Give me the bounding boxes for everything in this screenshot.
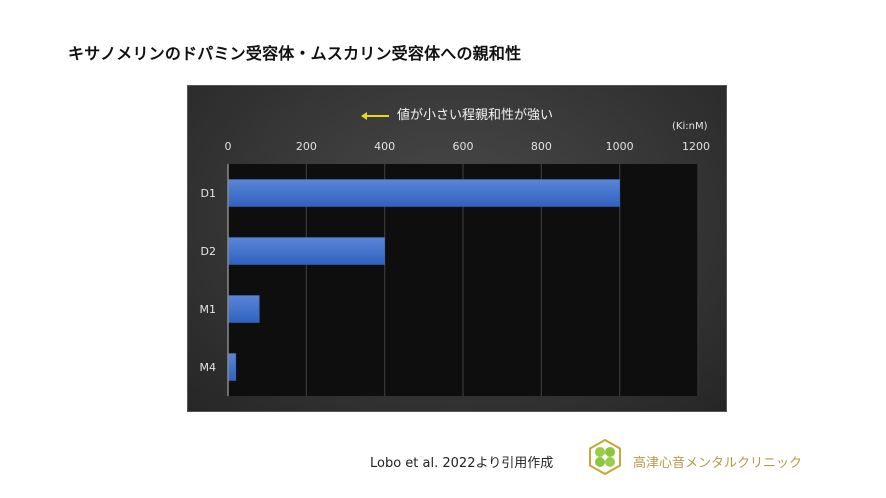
category-label: M4 [200,361,217,374]
annotation-text: 値が小さい程親和性が強い [396,108,553,123]
category-label: M1 [200,303,217,316]
x-tick-label: 400 [374,140,395,153]
bars [227,179,620,381]
category-label: D1 [201,187,216,200]
x-tick-label: 0 [225,140,232,153]
bar-d2 [227,237,385,265]
x-axis-unit-label: (Ki:nM) [672,121,708,132]
x-tick-label: 1000 [606,140,634,153]
chart-annotation: 値が小さい程親和性が強い [187,104,727,123]
x-tick-labels: 0 200 400 600 800 1000 1200 [225,140,711,153]
x-tick-label: 1200 [682,140,710,153]
category-labels: D1 D2 M1 M4 [200,187,217,374]
bar-m4 [227,353,237,381]
citation-text: Lobo et al. 2022より引用作成 [370,456,554,471]
bar-d1 [227,179,620,207]
x-tick-label: 800 [531,140,552,153]
x-tick-label: 200 [296,140,317,153]
bar-m1 [227,295,260,323]
left-arrow-icon [360,111,389,121]
clinic-name: 高津心音メンタルクリニック [633,456,803,471]
clinic-logo-icon [589,439,621,475]
x-tick-label: 600 [453,140,474,153]
page-title: キサノメリンのドパミン受容体・ムスカリン受容体への親和性 [68,44,522,63]
category-label: D2 [201,245,216,258]
